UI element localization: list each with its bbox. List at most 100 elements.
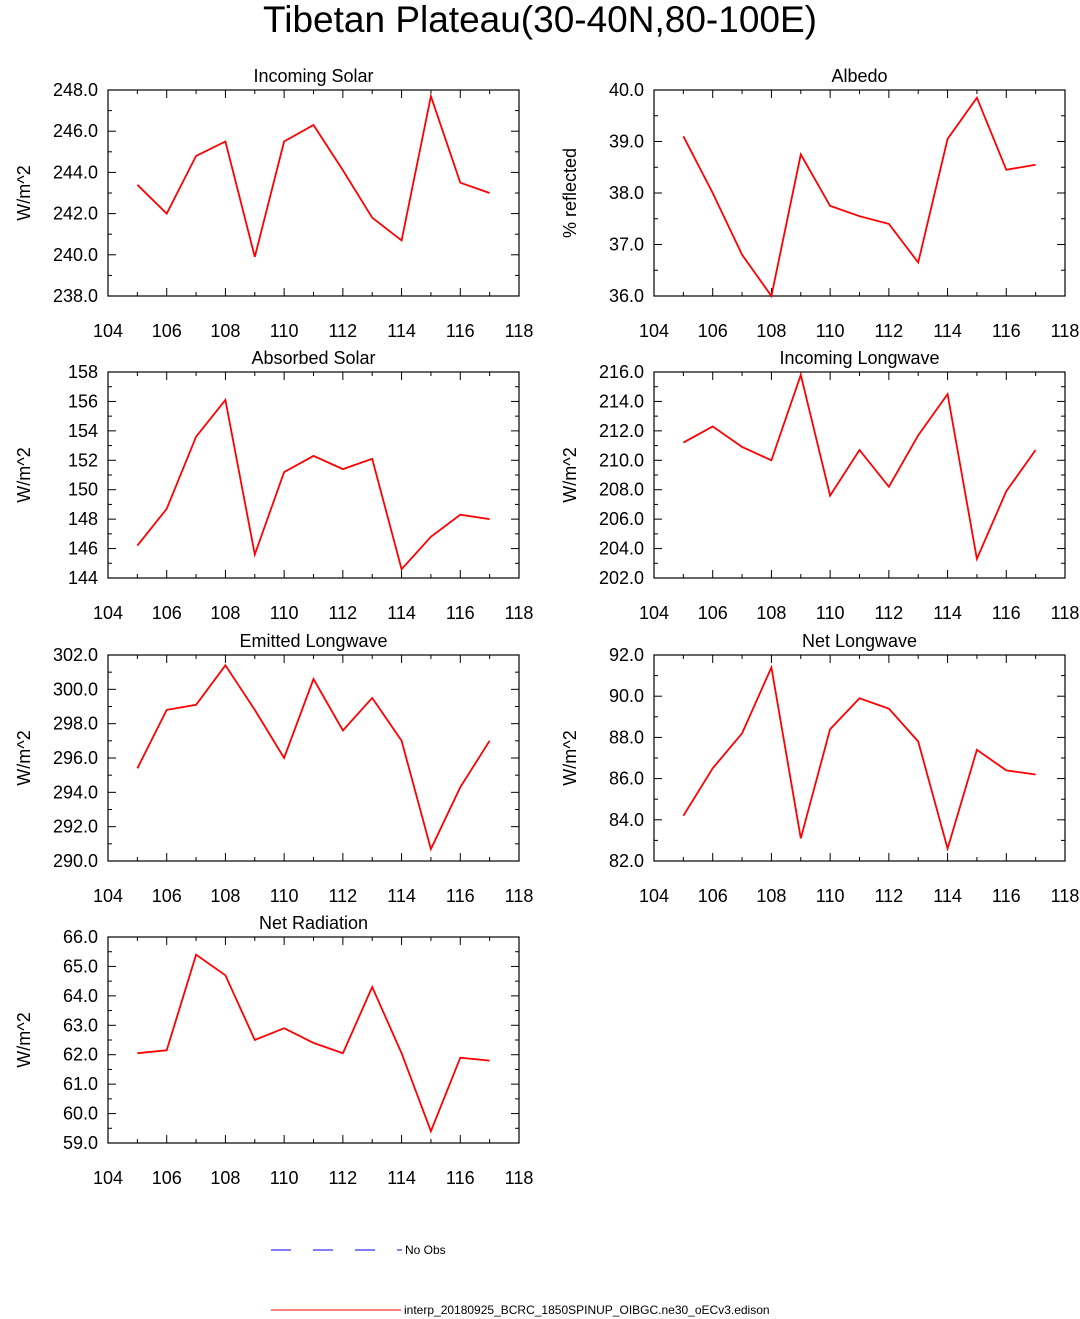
y-tick-label: 216.0 [599,362,644,382]
x-tick-label: 114 [387,603,416,623]
y-tick-label: 60.0 [63,1104,98,1124]
panel-title: Net Radiation [259,913,368,933]
x-tick-label: 118 [505,603,534,623]
y-tick-label: 294.0 [53,782,98,802]
y-axis-label: W/m^2 [14,165,34,220]
y-tick-label: 214.0 [599,391,644,411]
x-tick-label: 112 [329,603,358,623]
x-tick-label: 104 [639,603,669,623]
x-tick-label: 104 [93,321,123,341]
y-tick-label: 248.0 [53,80,98,100]
y-tick-label: 63.0 [63,1015,98,1035]
x-tick-label: 108 [210,321,240,341]
y-tick-label: 66.0 [63,927,98,947]
y-tick-label: 36.0 [609,286,644,306]
x-tick-label: 106 [152,886,182,906]
panel-emitted-longwave: Emitted Longwave W/m^2 104 106 108 110 112 114 1… [14,631,533,906]
y-tick-label: 240.0 [53,245,98,265]
x-tick-label: 106 [152,603,182,623]
y-tick-label: 238.0 [53,286,98,306]
x-tick-label: 116 [446,321,475,341]
y-tick-label: 90.0 [609,686,644,706]
x-tick-label: 106 [698,603,728,623]
x-tick-label: 112 [329,886,358,906]
x-tick-label: 116 [446,886,475,906]
y-tick-label: 210.0 [599,450,644,470]
x-tick-label: 118 [1051,321,1080,341]
y-axis-label: % reflected [560,148,580,238]
series-line [682,664,1036,852]
series-line [137,953,490,1134]
y-tick-label: 156 [68,391,98,411]
y-tick-label: 154 [68,421,98,441]
y-tick-label: 208.0 [599,480,644,500]
x-tick-label: 118 [1051,603,1080,623]
y-tick-label: 86.0 [609,769,644,789]
y-tick-label: 65.0 [63,956,98,976]
y-tick-label: 62.0 [63,1045,98,1065]
y-tick-label: 82.0 [609,851,644,871]
y-tick-label: 302.0 [53,645,98,665]
plot-frame [653,371,1066,579]
series-line [682,371,1037,562]
x-tick-label: 106 [698,321,728,341]
x-tick-label: 108 [756,321,786,341]
y-tick-label: 290.0 [53,851,98,871]
panel-title: Incoming Solar [253,66,373,86]
x-tick-label: 116 [992,321,1021,341]
legend: No Obs interp_20180925_BCRC_1850SPINUP_OI… [271,1243,770,1317]
panel-incoming-solar: Incoming Solar W/m^2 104 106 108 110 112 114 116… [14,66,533,341]
y-tick-label: 39.0 [609,132,644,152]
legend-label: interp_20180925_BCRC_1850SPINUP_OIBGC.ne… [404,1303,770,1317]
y-tick-label: 61.0 [63,1074,98,1094]
series-line [682,95,1036,299]
y-axis-label: W/m^2 [14,730,34,785]
series-line [136,397,490,572]
x-tick-label: 110 [270,603,299,623]
panel-title: Absorbed Solar [251,348,375,368]
y-tick-label: 300.0 [53,679,98,699]
x-tick-label: 106 [698,886,728,906]
x-tick-label: 112 [329,321,358,341]
x-tick-label: 110 [816,886,845,906]
y-tick-label: 146 [68,539,98,559]
y-tick-label: 206.0 [599,509,644,529]
x-tick-label: 114 [387,1168,416,1188]
x-tick-label: 110 [270,1168,299,1188]
y-tick-label: 84.0 [609,810,644,830]
x-tick-label: 114 [933,603,962,623]
x-tick-label: 104 [93,1168,123,1188]
x-tick-label: 110 [270,321,299,341]
panel-title: Net Longwave [802,631,917,651]
x-tick-label: 108 [756,886,786,906]
y-tick-label: 59.0 [63,1133,98,1153]
x-tick-label: 114 [387,886,416,906]
x-tick-label: 104 [93,603,123,623]
plot-frame [653,654,1066,862]
x-tick-label: 116 [446,603,475,623]
plot-frame [107,89,520,297]
y-tick-label: 204.0 [599,539,644,559]
x-tick-label: 118 [505,321,534,341]
plot-frame [107,371,520,579]
panel-title: Emitted Longwave [239,631,387,651]
legend-item: No Obs [271,1243,446,1257]
y-tick-label: 292.0 [53,817,98,837]
x-tick-label: 116 [992,886,1021,906]
x-tick-label: 112 [875,886,904,906]
y-axis-label: W/m^2 [560,447,580,502]
legend-item: interp_20180925_BCRC_1850SPINUP_OIBGC.ne… [271,1303,770,1317]
x-tick-label: 112 [329,1168,358,1188]
x-tick-label: 108 [210,1168,240,1188]
panel-title: Incoming Longwave [779,348,939,368]
y-tick-label: 202.0 [599,568,644,588]
panel-absorbed-solar: Absorbed Solar W/m^2 104 106 108 110 112 114 116… [14,348,533,623]
x-tick-label: 114 [933,886,962,906]
y-tick-label: 246.0 [53,121,98,141]
x-tick-label: 116 [992,603,1021,623]
y-axis-label: W/m^2 [14,1012,34,1067]
x-tick-label: 118 [1051,886,1080,906]
x-tick-label: 114 [933,321,962,341]
y-tick-label: 144 [68,568,98,588]
